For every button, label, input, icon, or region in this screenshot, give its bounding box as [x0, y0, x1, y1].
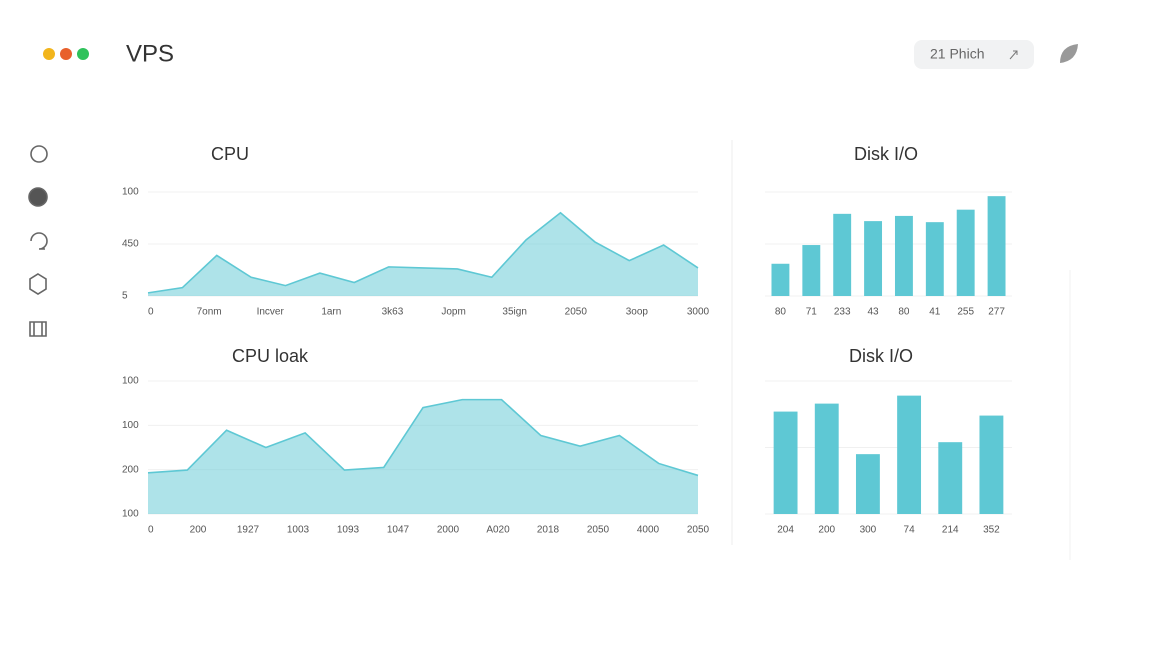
x-tick-label: 3k63 — [382, 307, 404, 318]
window-dot[interactable] — [60, 48, 72, 60]
app-title: VPS — [126, 40, 174, 67]
x-tick-label: 4000 — [637, 525, 660, 536]
x-tick-label: 300 — [860, 525, 877, 536]
badge[interactable] — [914, 40, 1034, 69]
bar — [773, 411, 798, 514]
x-tick-label: 352 — [983, 525, 1000, 536]
y-tick-label: 100 — [122, 509, 139, 520]
bar — [864, 221, 883, 296]
y-tick-label: 450 — [122, 239, 139, 250]
x-tick-label: 2000 — [437, 525, 460, 536]
line — [147, 398, 699, 477]
x-tick-label: 214 — [942, 525, 959, 536]
bar — [897, 395, 922, 514]
x-tick-label: 80 — [775, 307, 787, 318]
x-tick-label: 43 — [868, 307, 880, 318]
y-tick-label: 100 — [122, 376, 139, 387]
x-tick-label: 7onm — [197, 307, 222, 318]
x-tick-label: A020 — [486, 525, 510, 536]
x-tick-label: 71 — [806, 307, 818, 318]
x-tick-label: 0 — [148, 307, 154, 318]
panel-title: Disk I/O — [849, 346, 913, 366]
bar — [833, 213, 852, 296]
badge-text: 21 Phich — [930, 46, 984, 62]
panel-title: CPU loak — [232, 346, 309, 366]
window-dot[interactable] — [43, 48, 55, 60]
x-tick-label: 3000 — [687, 307, 710, 318]
x-tick-label: 233 — [834, 307, 851, 318]
x-tick-label: 74 — [904, 525, 916, 536]
badge-arrow — [1009, 50, 1018, 60]
x-tick-label: 1093 — [337, 525, 360, 536]
bar — [956, 209, 975, 296]
panel-title: CPU — [211, 144, 249, 164]
y-tick-label: 100 — [122, 420, 139, 431]
x-tick-label: 3oop — [626, 307, 649, 318]
area — [148, 399, 698, 514]
x-tick-label: Incver — [257, 307, 285, 318]
y-tick-label: 100 — [122, 187, 139, 198]
x-tick-label: 2050 — [587, 525, 610, 536]
icon-box[interactable] — [29, 321, 47, 337]
bar — [771, 263, 790, 296]
x-tick-label: 41 — [929, 307, 941, 318]
area — [148, 212, 698, 296]
x-tick-label: 255 — [957, 307, 974, 318]
x-tick-label: 35ign — [502, 307, 526, 318]
y-tick-label: 200 — [122, 464, 139, 475]
icon-hex[interactable] — [29, 273, 47, 295]
x-tick-label: 277 — [988, 307, 1005, 318]
x-tick-label: 0 — [148, 525, 154, 536]
x-tick-label: 204 — [777, 525, 794, 536]
sidebar — [28, 145, 48, 337]
x-tick-label: 1927 — [237, 525, 260, 536]
window-dot[interactable] — [77, 48, 89, 60]
icon-moon[interactable] — [28, 187, 48, 207]
x-tick-label: 80 — [898, 307, 910, 318]
bar — [925, 222, 944, 296]
icon-chat[interactable] — [30, 232, 48, 250]
leaf-icon[interactable] — [1060, 44, 1078, 63]
bar — [938, 442, 963, 514]
x-tick-label: Jopm — [441, 307, 465, 318]
x-tick-label: 1003 — [287, 525, 310, 536]
x-tick-label: 1047 — [387, 525, 410, 536]
bar — [987, 196, 1006, 296]
icon-clock[interactable] — [30, 145, 48, 163]
x-tick-label: 200 — [818, 525, 835, 536]
bar — [979, 415, 1004, 514]
x-tick-label: 200 — [190, 525, 207, 536]
y-tick-label: 5 — [122, 291, 128, 302]
x-tick-label: 1arn — [321, 307, 341, 318]
x-tick-label: 2050 — [687, 525, 710, 536]
panel-title: Disk I/O — [854, 144, 918, 164]
bar — [814, 403, 839, 514]
bar — [894, 215, 913, 296]
x-tick-label: 2018 — [537, 525, 560, 536]
bar — [855, 454, 880, 514]
line — [147, 211, 699, 294]
bar — [802, 245, 821, 296]
x-tick-label: 2050 — [565, 307, 588, 318]
